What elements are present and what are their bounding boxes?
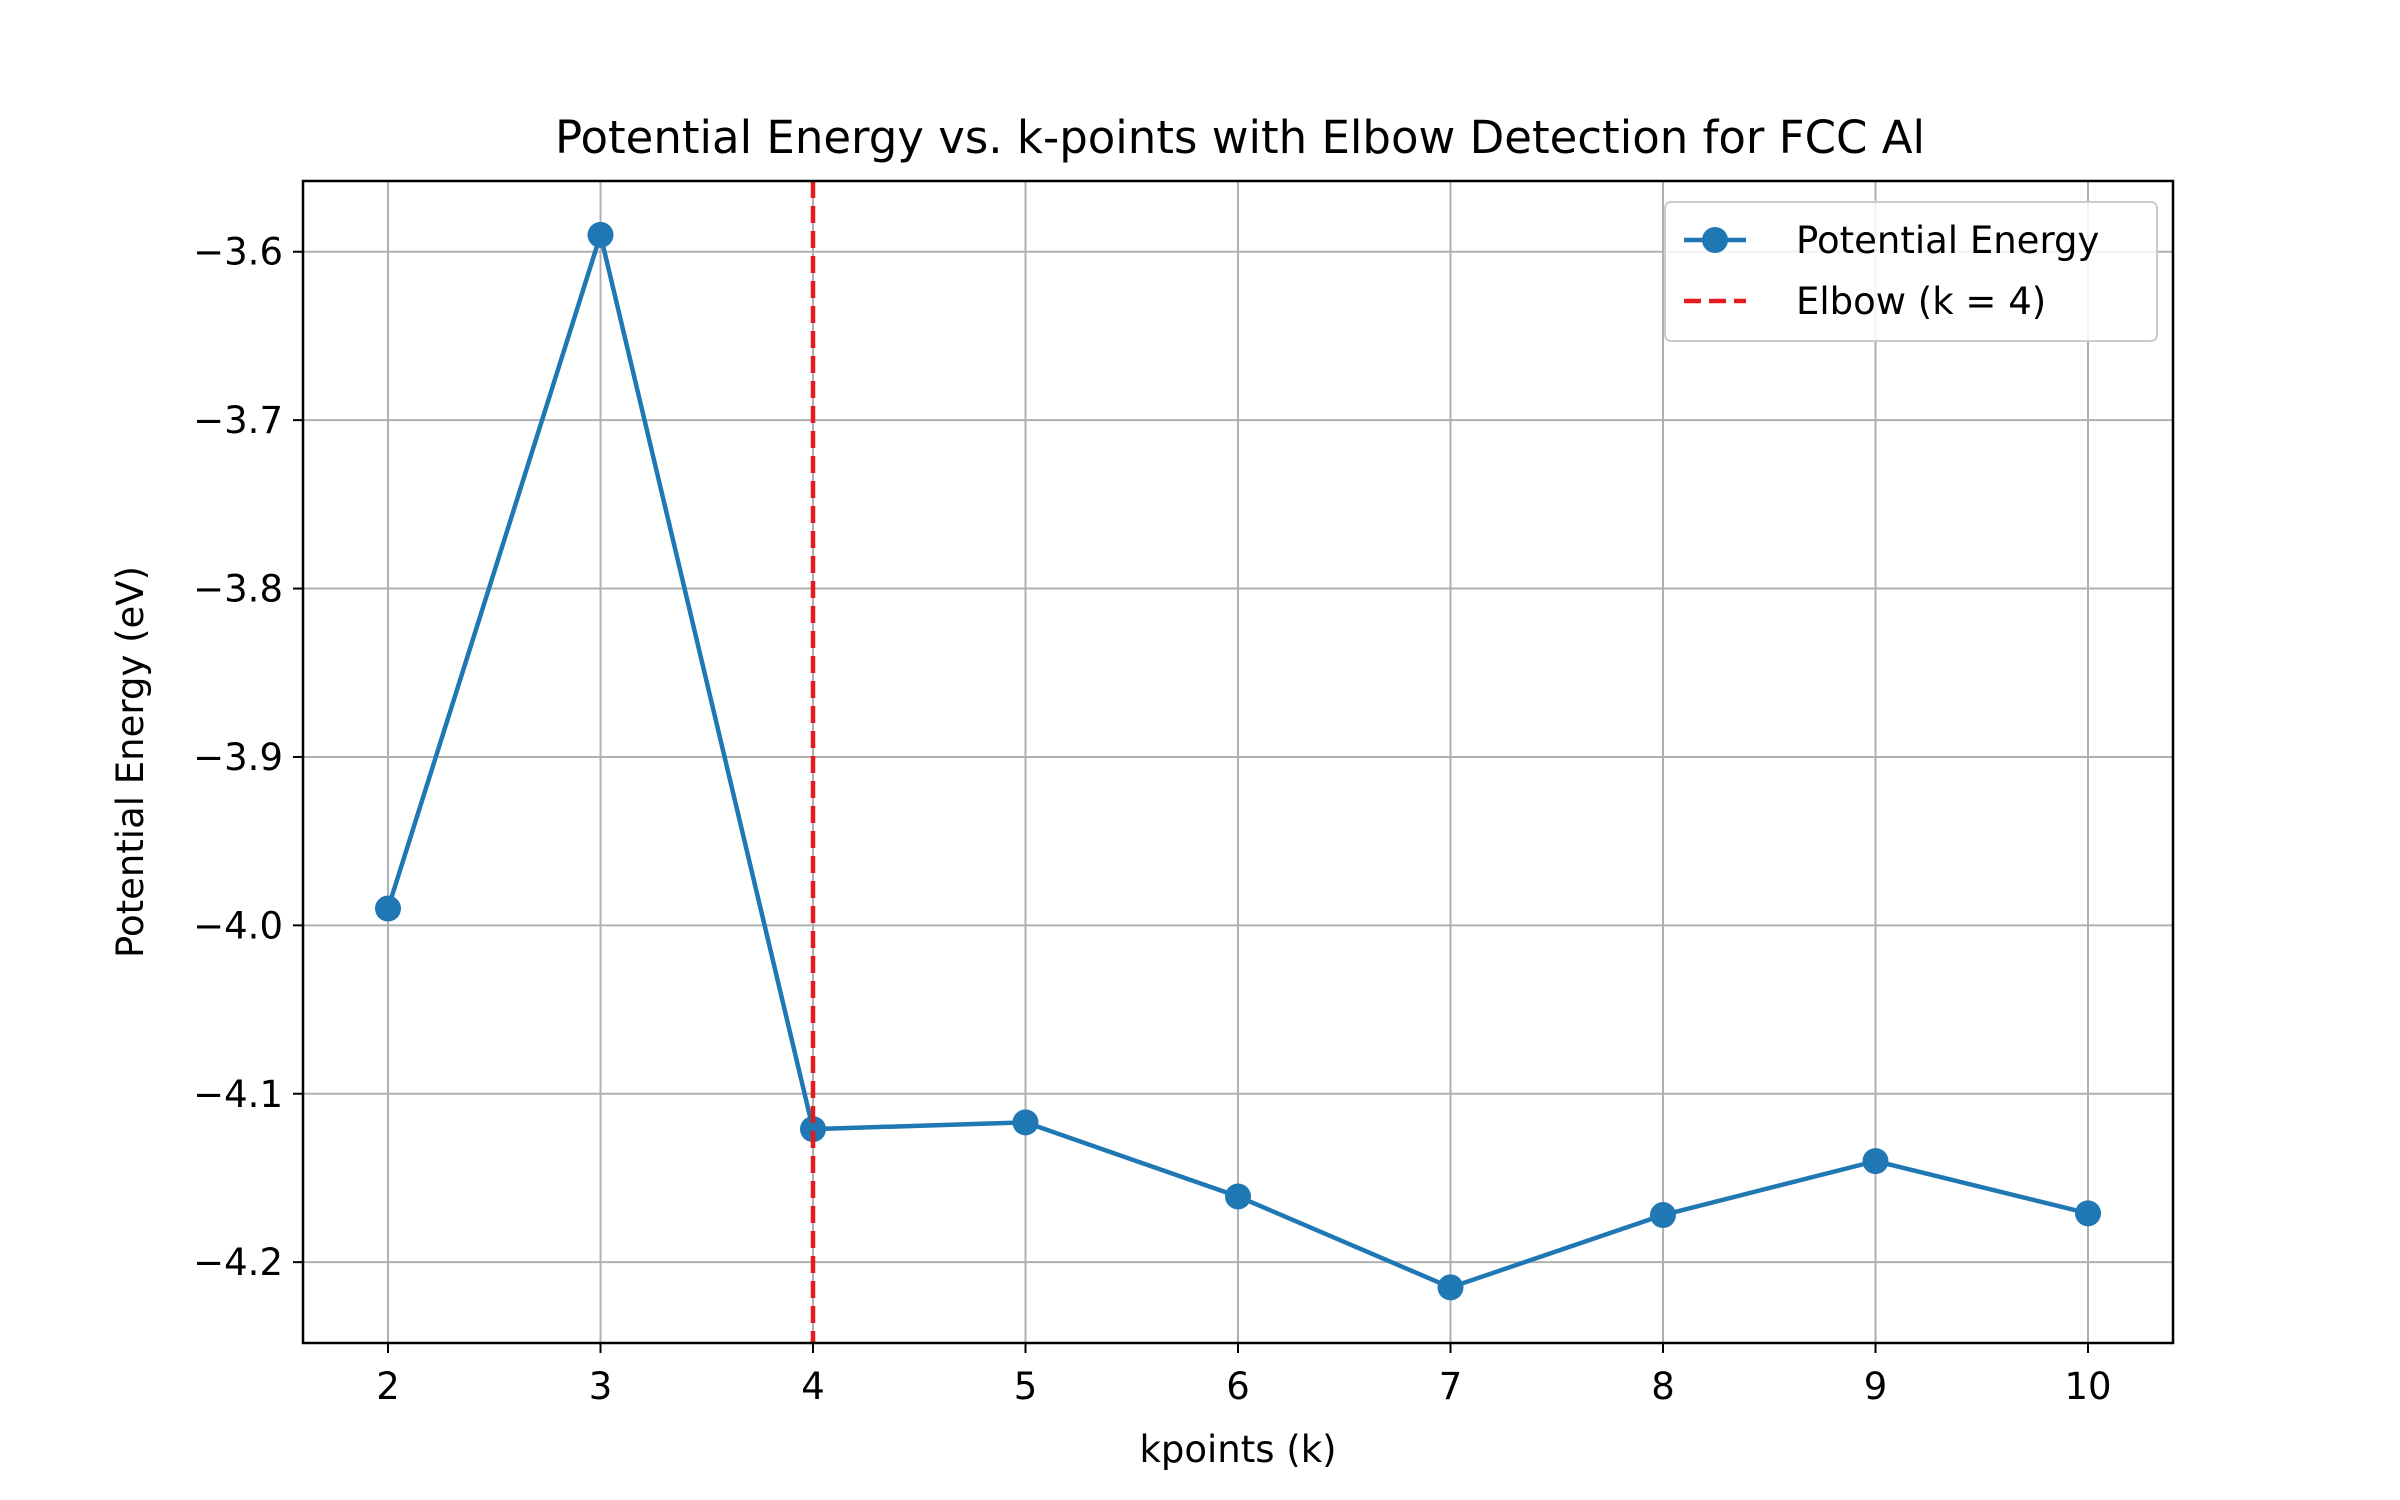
x-tick-label: 6 [1226,1365,1250,1408]
data-point [800,1116,826,1143]
chart-title: Potential Energy vs. k-points with Elbow… [555,111,1925,164]
y-tick-label: −3.8 [193,568,283,611]
y-tick-label: −3.9 [193,736,283,779]
x-tick-label: 9 [1864,1365,1888,1408]
legend-box [1664,201,2158,342]
data-point [1225,1183,1251,1210]
legend-marker-swatch [1702,227,1728,253]
data-point [1437,1274,1464,1301]
y-axis-label: Potential Energy (eV) [109,566,152,958]
legend: Potential Energy Elbow (k = 4) [1664,201,2158,342]
data-point [587,221,614,248]
data-point [1862,1148,1889,1175]
legend-label: Potential Energy [1796,219,2099,262]
y-tick-label: −4.1 [193,1073,283,1116]
x-tick-label: 2 [376,1365,400,1408]
data-point [2075,1200,2101,1227]
data-point [1012,1109,1039,1136]
x-tick-label: 3 [589,1365,613,1408]
x-tick-label: 8 [1651,1365,1675,1408]
x-axis-ticks: 2 3 4 5 6 7 8 9 10 [376,1343,2112,1408]
data-point [1650,1202,1676,1229]
x-tick-label: 4 [801,1365,825,1408]
data-point [375,895,401,922]
y-tick-label: −4.0 [193,904,283,947]
y-tick-label: −3.6 [193,231,283,274]
x-tick-label: 7 [1439,1365,1463,1408]
legend-label: Elbow (k = 4) [1796,280,2046,323]
y-tick-label: −4.2 [193,1241,283,1284]
y-axis-ticks: −3.6 −3.7 −3.8 −3.9 −4.0 −4.1 −4.2 [193,231,303,1284]
x-axis-label: kpoints (k) [1139,1428,1336,1471]
y-tick-label: −3.7 [193,399,283,442]
x-tick-label: 5 [1014,1365,1038,1408]
series [375,221,2101,1301]
x-tick-label: 10 [2064,1365,2111,1408]
